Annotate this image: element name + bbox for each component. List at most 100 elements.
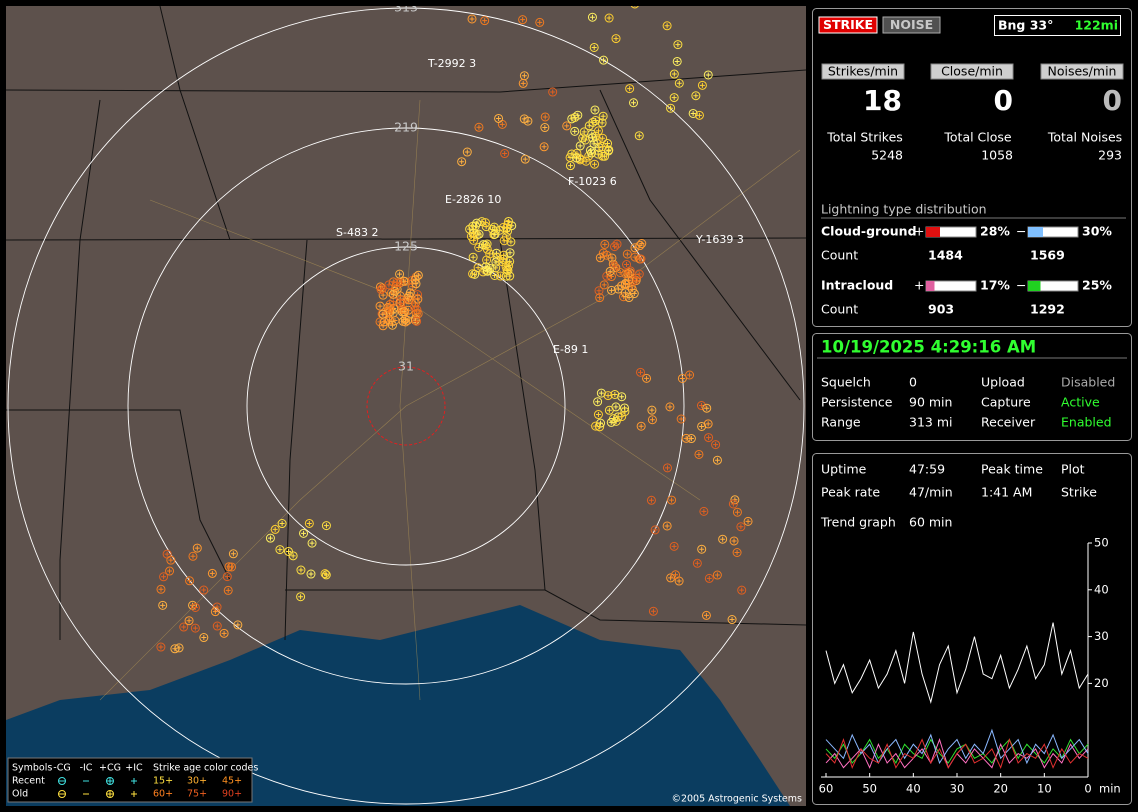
setting-label: Upload: [981, 375, 1025, 390]
legend-column: -CG: [53, 763, 70, 774]
strike-symbol: [701, 0, 709, 1]
stat: 1:41 AM: [981, 485, 1032, 500]
legend-column: +CG: [99, 763, 121, 774]
total-value: 1058: [981, 148, 1013, 163]
percent: 17%: [980, 278, 1010, 293]
sign: +: [914, 224, 924, 239]
ring-label: 313: [394, 0, 418, 15]
setting-value: 313 mi: [909, 415, 952, 430]
storm-label: F-1023 6: [568, 175, 617, 188]
setting-label: Range: [821, 415, 861, 430]
setting-label: Capture: [981, 395, 1031, 410]
x-tick-label: 30: [950, 782, 965, 796]
storm-label: T-2992 3: [427, 57, 476, 70]
rate-label: Strikes/min: [828, 64, 898, 79]
ring-label: 125: [394, 239, 418, 254]
legend-row: Old: [12, 789, 28, 800]
setting-label: Persistence: [821, 395, 893, 410]
y-tick-label: 50: [1094, 536, 1109, 550]
rate-value: 0: [1103, 84, 1122, 117]
type-name: Cloud-ground: [821, 224, 917, 239]
count-label: Count: [821, 302, 858, 317]
y-tick-label: 20: [1094, 676, 1109, 690]
total-value: 5248: [871, 148, 903, 163]
ring-label: 31: [398, 359, 414, 374]
setting-value: Enabled: [1061, 415, 1112, 430]
bar: [926, 281, 935, 291]
bearing: Bng 33°: [998, 18, 1053, 33]
setting-value: 0: [909, 375, 917, 390]
distance: 122mi: [1075, 18, 1118, 33]
legend-title: Strike age color codes: [153, 763, 258, 774]
total-label: Total Noises: [1047, 130, 1122, 145]
copyright: ©2005 Astrogenic Systems: [671, 794, 802, 805]
rate-label: Noises/min: [1048, 64, 1117, 79]
legend-age: 75+: [187, 789, 207, 800]
storm-label: S-483 2: [336, 226, 378, 239]
distribution-title: Lightning type distribution: [821, 202, 987, 217]
tab-label[interactable]: STRIKE: [823, 17, 873, 32]
rate-value: 18: [863, 84, 902, 117]
stats-panel: Uptime47:59Peak timePlotPeak rate47/min1…: [813, 454, 1132, 805]
trend-window: 60 min: [909, 515, 952, 530]
count: 1569: [1030, 248, 1065, 263]
setting-label: Squelch: [821, 375, 871, 390]
stat: 47/min: [909, 485, 953, 500]
date-panel: 10/19/2025 4:29:16 AM Squelch 0 Persistenc…: [813, 334, 1132, 441]
legend-title: Symbols: [12, 763, 52, 774]
x-tick-label: 50: [862, 782, 877, 796]
stat: Strike: [1061, 485, 1097, 500]
legend: Symbols -CG -IC +CG +IC Strike age color…: [8, 758, 258, 802]
legend-row: Recent: [12, 776, 45, 787]
setting-value: 90 min: [909, 395, 952, 410]
bar: [1028, 227, 1043, 237]
count: 1484: [928, 248, 963, 263]
map: 313 219 125 31 T-2992 3 E-2826 10 S-483 …: [6, 0, 806, 806]
sign: −: [1016, 224, 1026, 239]
ring-label: 219: [394, 120, 418, 135]
stat: Peak time: [981, 462, 1043, 477]
x-tick-label: 40: [906, 782, 921, 796]
strike-symbol: [596, 0, 604, 1]
sign: −: [1016, 278, 1026, 293]
tab-label[interactable]: NOISE: [890, 17, 933, 32]
status-panel: STRIKE NOISE Bng 33° 122mi Strikes/min C…: [813, 9, 1132, 327]
sign: +: [914, 278, 924, 293]
legend-age: 15+: [153, 776, 173, 787]
stat: Plot: [1061, 462, 1085, 477]
stat: Peak rate: [821, 485, 880, 500]
legend-column: +IC: [125, 763, 143, 774]
setting-label: Receiver: [981, 415, 1036, 430]
legend-column: -IC: [80, 763, 93, 774]
x-tick-label: 0: [1084, 782, 1091, 796]
legend-age: 30+: [187, 776, 207, 787]
legend-age: 45+: [222, 776, 242, 787]
bar: [926, 227, 940, 237]
storm-label: E-2826 10: [445, 193, 501, 206]
x-tick-label: 20: [993, 782, 1008, 796]
rate-value: 0: [994, 84, 1013, 117]
datetime: 10/19/2025 4:29:16 AM: [821, 338, 1036, 357]
count-label: Count: [821, 248, 858, 263]
total-label: Total Strikes: [826, 130, 903, 145]
x-tick-label: 60: [819, 782, 834, 796]
legend-age: 60+: [153, 789, 173, 800]
percent: 28%: [980, 224, 1010, 239]
stat: Uptime: [821, 462, 867, 477]
x-unit: min: [1099, 782, 1121, 796]
percent: 30%: [1082, 224, 1112, 239]
trend-label: Trend graph: [820, 515, 896, 530]
count: 1292: [1030, 302, 1065, 317]
total-value: 293: [1098, 148, 1122, 163]
y-tick-label: 30: [1094, 629, 1109, 643]
legend-age: 90+: [222, 789, 242, 800]
setting-value: Disabled: [1061, 375, 1115, 390]
storm-label: E-89 1: [553, 343, 588, 356]
rate-label: Close/min: [941, 64, 1003, 79]
type-name: Intracloud: [821, 278, 893, 293]
count: 903: [928, 302, 954, 317]
x-tick-label: 10: [1037, 782, 1052, 796]
strike-symbol: [632, 1, 637, 6]
